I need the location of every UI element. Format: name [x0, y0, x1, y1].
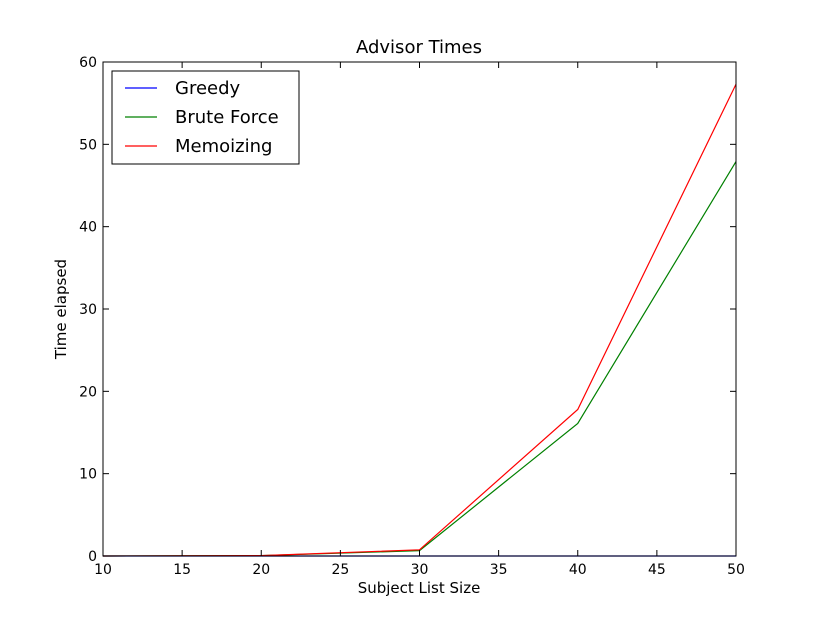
legend-label: Greedy — [175, 78, 241, 99]
series-line-brute-force — [102, 161, 737, 557]
x-tick-label: 15 — [173, 562, 191, 578]
y-tick-label: 30 — [79, 302, 97, 318]
x-tick-label: 35 — [490, 562, 508, 578]
y-tick-label: 10 — [79, 467, 97, 483]
legend-label: Memoizing — [175, 136, 272, 157]
y-tick-label: 20 — [79, 384, 97, 400]
legend-label: Brute Force — [175, 107, 279, 128]
y-axis-label: Time elapsed — [52, 259, 70, 360]
y-tick-label: 40 — [79, 220, 97, 236]
chart-title: Advisor Times — [356, 37, 482, 58]
x-tick-label: 10 — [94, 562, 112, 578]
y-tick-label: 0 — [88, 549, 97, 565]
y-tick-label: 50 — [79, 137, 97, 153]
legend: Greedy Brute Force Memoizing — [111, 70, 300, 165]
x-tick-label: 50 — [727, 562, 745, 578]
x-tick-label: 40 — [569, 562, 587, 578]
y-tick-label: 60 — [79, 55, 97, 71]
y-axis: 0 10 20 30 40 50 60 — [79, 55, 736, 565]
x-tick-label: 25 — [331, 562, 349, 578]
x-tick-label: 20 — [252, 562, 270, 578]
x-axis-label: Subject List Size — [358, 579, 481, 597]
x-axis: 10 15 20 25 30 35 40 45 50 — [94, 62, 745, 578]
x-tick-label: 30 — [411, 562, 429, 578]
x-tick-label: 45 — [648, 562, 666, 578]
